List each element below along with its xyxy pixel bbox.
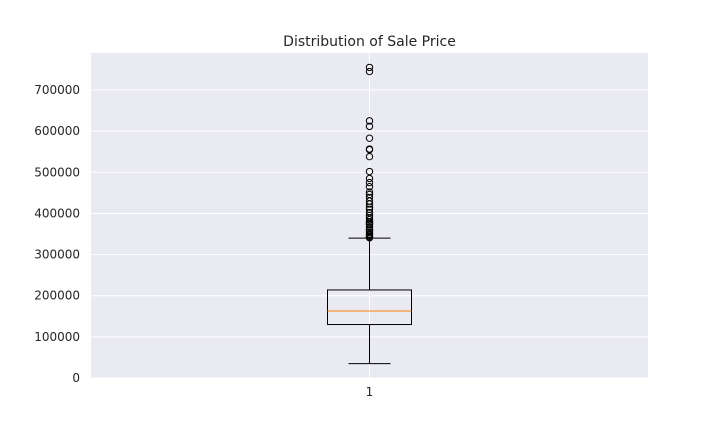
outlier-point [365, 67, 374, 76]
outlier-point [365, 215, 374, 224]
outlier-point [365, 122, 374, 131]
y-tick-label: 700000 [34, 83, 80, 97]
outlier-point [365, 228, 374, 237]
chart-title: Distribution of Sale Price [283, 34, 456, 50]
outlier-point [365, 223, 374, 231]
outlier-point [365, 117, 374, 125]
outlier-point [365, 178, 374, 187]
outlier-point [365, 190, 374, 199]
x-axis-ticks: 1 [366, 385, 374, 399]
outlier-points [365, 63, 374, 242]
outlier-point [365, 167, 374, 176]
outlier-point [365, 188, 374, 196]
iqr-box [327, 289, 412, 326]
y-tick-label: 200000 [34, 289, 80, 303]
y-axis-ticks: 0 100000 200000 300000 400000 500000 600000 700… [34, 83, 80, 385]
outlier-point [365, 152, 374, 161]
outlier-point [365, 145, 374, 153]
outlier-point [365, 213, 374, 222]
box-element [327, 237, 412, 365]
outlier-point [365, 174, 374, 183]
y-tick-label: 600000 [34, 124, 80, 138]
outlier-point [365, 63, 374, 72]
y-tick-label: 500000 [34, 165, 80, 179]
y-tick-label: 400000 [34, 206, 80, 220]
outlier-point [365, 134, 374, 142]
y-tick-label: 100000 [34, 330, 80, 344]
outlier-point [365, 193, 374, 202]
outlier-point [365, 208, 374, 217]
y-tick-label: 0 [72, 371, 80, 385]
outlier-point [365, 183, 374, 191]
y-tick-label: 300000 [34, 248, 80, 262]
x-tick-label: 1 [366, 385, 374, 399]
outlier-point [365, 205, 374, 214]
